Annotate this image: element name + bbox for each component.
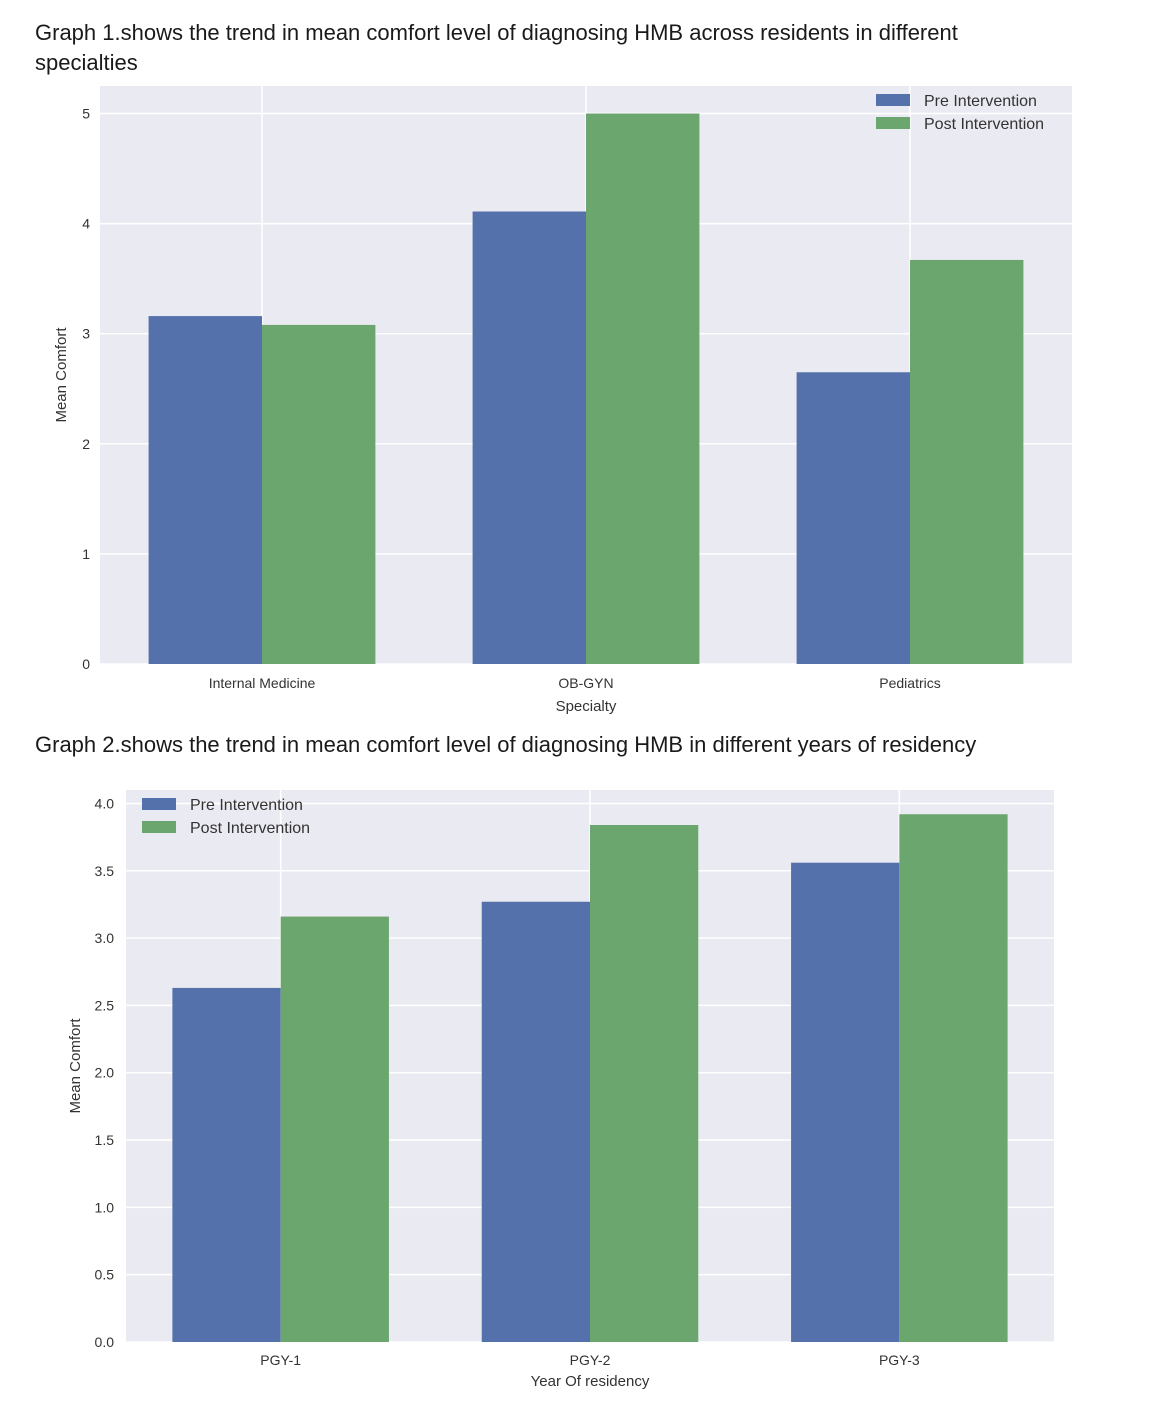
- bar-post-intervention-pediatrics: [910, 259, 1024, 664]
- x-axis-label: Year Of residency: [531, 1373, 650, 1390]
- legend-label-post-intervention: Post Intervention: [190, 820, 310, 837]
- x-axis-label: Specialty: [556, 698, 617, 715]
- y-tick-label: 3.0: [95, 930, 115, 946]
- y-tick-label: 0.0: [95, 1334, 115, 1350]
- y-tick-label: 5: [82, 106, 90, 122]
- y-tick-label: 2.0: [95, 1065, 115, 1081]
- y-tick-label: 1.5: [95, 1132, 115, 1148]
- y-tick-label: 1: [82, 546, 90, 562]
- y-axis-label: Mean Comfort: [53, 327, 70, 423]
- chart-specialty: 0 1 2 3 4 5 Internal Medicine OB-GYN Pediatrics S…: [53, 86, 1072, 715]
- y-tick-label: 0: [82, 656, 90, 672]
- bar-post-intervention-pgy-3: [899, 814, 1008, 1342]
- legend-swatch-post-intervention: [876, 117, 910, 129]
- bar-pre-intervention-pgy-3: [791, 862, 900, 1342]
- legend-swatch-post-intervention: [142, 821, 176, 833]
- y-tick-label: 1.0: [95, 1199, 115, 1215]
- bar-pre-intervention-pgy-1: [172, 987, 281, 1342]
- bar-pre-intervention-pediatrics: [796, 372, 910, 664]
- x-tick-label: Internal Medicine: [209, 675, 316, 691]
- graph1-heading: Graph 1.shows the trend in mean comfort …: [35, 20, 958, 75]
- x-tick-label: PGY-3: [879, 1352, 920, 1368]
- y-tick-label: 2.5: [95, 997, 115, 1013]
- y-tick-label: 3.5: [95, 863, 115, 879]
- legend-swatch-pre-intervention: [876, 94, 910, 106]
- chart-residency-year: 0.0 0.5 1.0 1.5 2.0 2.5 3.0 3.5 4.0 PGY-1 PGY-2 PGY…: [67, 790, 1054, 1390]
- bar-post-intervention-internal-medicine: [262, 324, 376, 664]
- y-tick-label: 4: [82, 216, 90, 232]
- bar-post-intervention-pgy-1: [280, 916, 389, 1342]
- bar-post-intervention-ob-gyn: [586, 113, 700, 665]
- x-tick-label: Pediatrics: [879, 675, 940, 691]
- legend-swatch-pre-intervention: [142, 798, 176, 810]
- x-tick-label: PGY-2: [570, 1352, 611, 1368]
- legend-label-pre-intervention: Pre Intervention: [924, 93, 1037, 110]
- bar-pre-intervention-internal-medicine: [148, 316, 262, 664]
- x-tick-label: PGY-1: [260, 1352, 301, 1368]
- y-tick-label: 2: [82, 436, 90, 452]
- legend-label-post-intervention: Post Intervention: [924, 116, 1044, 133]
- x-tick-label: OB-GYN: [558, 675, 613, 691]
- graph2-heading: Graph 2.shows the trend in mean comfort …: [35, 732, 977, 757]
- bar-pre-intervention-pgy-2: [481, 901, 590, 1342]
- bar-pre-intervention-ob-gyn: [472, 211, 586, 664]
- y-tick-label: 3: [82, 326, 90, 342]
- y-axis-label: Mean Comfort: [67, 1018, 84, 1114]
- y-tick-label: 4.0: [95, 795, 115, 811]
- legend-label-pre-intervention: Pre Intervention: [190, 797, 303, 814]
- y-tick-label: 0.5: [95, 1267, 115, 1283]
- bar-post-intervention-pgy-2: [590, 825, 699, 1342]
